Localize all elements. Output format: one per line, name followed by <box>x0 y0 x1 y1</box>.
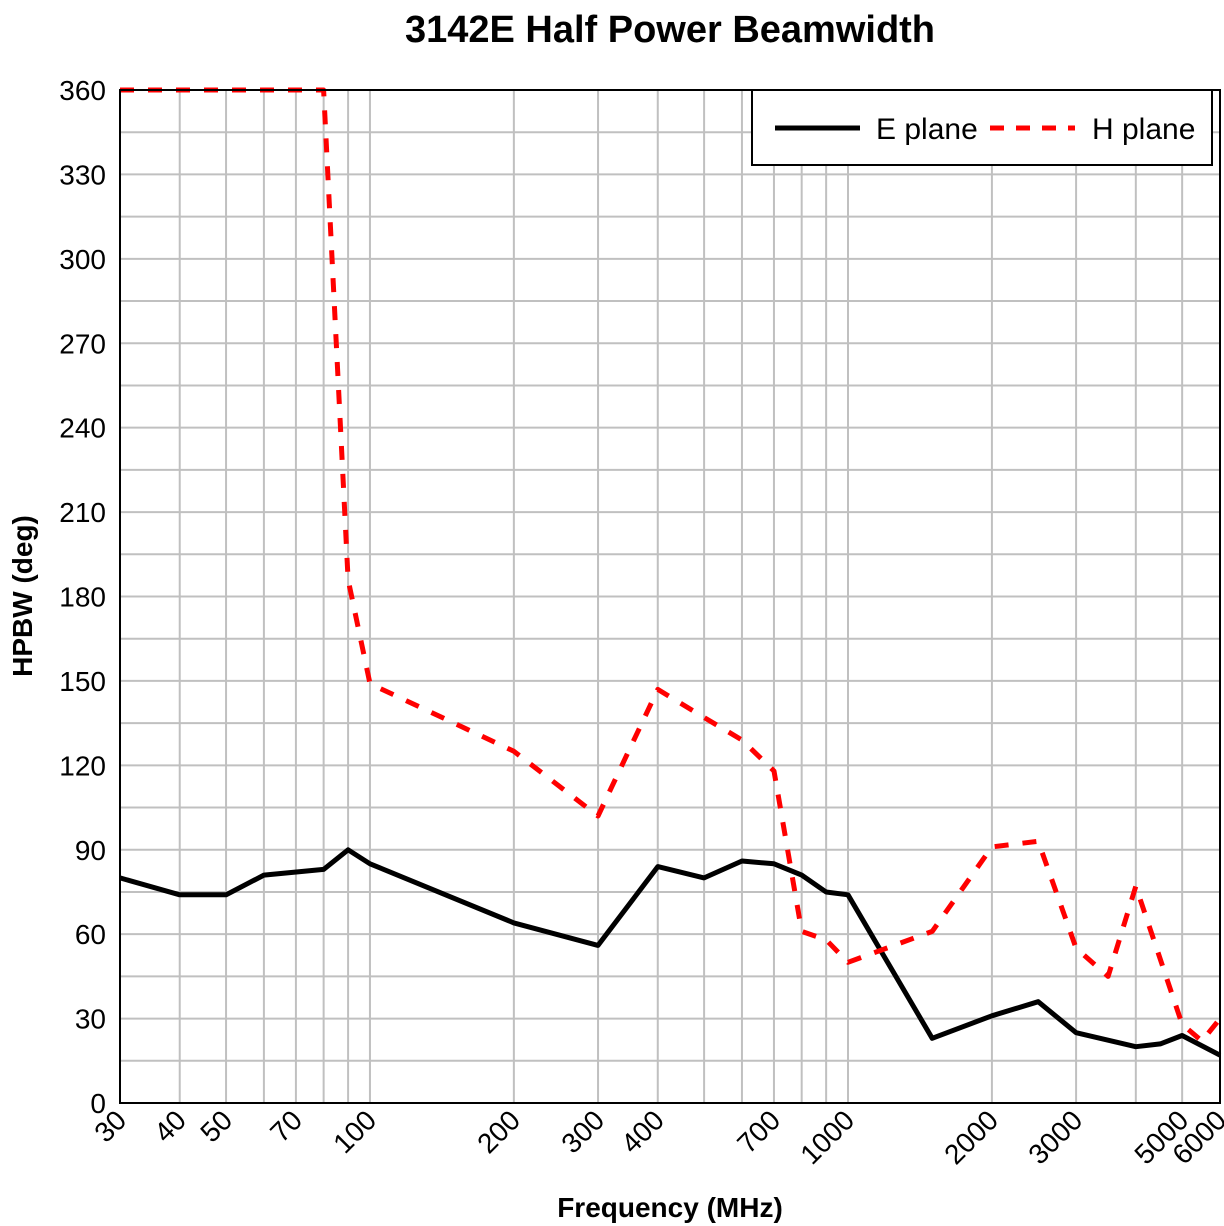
x-tick-label: 3000 <box>1022 1104 1088 1170</box>
x-tick-label: 70 <box>264 1104 308 1148</box>
y-axis-label: HPBW (deg) <box>7 515 38 677</box>
y-tick-label: 90 <box>75 835 106 866</box>
series-line-e-plane <box>119 847 1222 1058</box>
y-tick-label: 210 <box>59 497 106 528</box>
y-tick-label: 240 <box>59 413 106 444</box>
y-tick-label: 270 <box>59 328 106 359</box>
plot-frame <box>119 89 1221 1104</box>
x-tick-label: 1000 <box>794 1104 860 1170</box>
y-tick-label: 360 <box>59 75 106 106</box>
y-tick-label: 330 <box>59 159 106 190</box>
legend-label-e-plane: E plane <box>876 113 978 146</box>
x-tick-label: 300 <box>555 1104 610 1159</box>
y-tick-label: 300 <box>59 244 106 275</box>
x-tick-label: 700 <box>731 1104 786 1159</box>
series-line-h-plane <box>120 87 1222 1044</box>
legend: E plane H plane <box>751 89 1213 166</box>
y-tick-label: 180 <box>59 582 106 613</box>
x-axis-label: Frequency (MHz) <box>557 1192 783 1223</box>
y-tick-label: 150 <box>59 666 106 697</box>
x-tick-label: 2000 <box>938 1104 1004 1170</box>
x-tick-label: 200 <box>471 1104 526 1159</box>
legend-label-h-plane: H plane <box>1092 113 1195 146</box>
y-tick-label: 0 <box>90 1088 106 1119</box>
chart-title: 3142E Half Power Beamwidth <box>405 9 935 51</box>
y-tick-label: 30 <box>75 1004 106 1035</box>
x-tick-label: 40 <box>148 1104 192 1148</box>
x-tick-label: 100 <box>327 1104 382 1159</box>
x-tick-label: 400 <box>615 1104 670 1159</box>
x-tick-label: 50 <box>194 1104 238 1148</box>
y-tick-label: 120 <box>59 750 106 781</box>
y-tick-label: 60 <box>75 919 106 950</box>
